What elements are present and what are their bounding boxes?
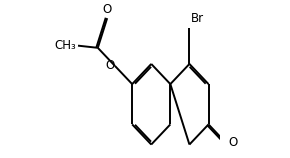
Text: Br: Br <box>191 12 204 25</box>
Text: O: O <box>228 136 237 149</box>
Text: O: O <box>105 59 114 73</box>
Text: O: O <box>103 3 112 16</box>
Text: CH₃: CH₃ <box>55 39 77 52</box>
